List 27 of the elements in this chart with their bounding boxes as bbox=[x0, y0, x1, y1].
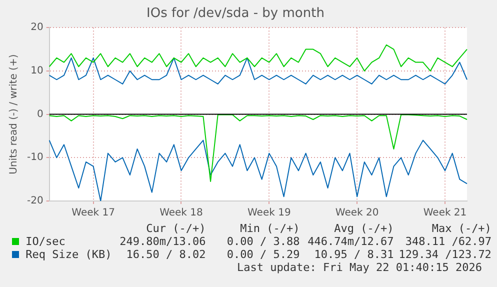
text: Last update: Fri May 22 01:40:15 2026 bbox=[236, 261, 482, 274]
chart-title: IOs for /dev/sda - by month bbox=[146, 6, 324, 22]
x-tick-label: Week 21 bbox=[423, 208, 467, 219]
text: 249.80m/13.06 bbox=[118, 235, 206, 248]
text: Cur (-/+) bbox=[145, 222, 206, 235]
text: 0.00 / 5.29 bbox=[226, 248, 300, 261]
x-tick-label: Week 19 bbox=[248, 208, 291, 219]
y-tick-label: -10 bbox=[26, 152, 44, 164]
y-tick-label: 10 bbox=[30, 66, 44, 77]
legend-label: IO/sec bbox=[24, 235, 66, 248]
text: 348.11 /62.97 bbox=[404, 235, 492, 248]
y-tick-label: 0 bbox=[36, 108, 44, 120]
text: Avg (-/+) bbox=[333, 222, 394, 235]
text: 446.74m/12.67 bbox=[306, 235, 394, 248]
text: 129.34 /123.72 bbox=[398, 248, 492, 261]
y-tick-label: 20 bbox=[30, 22, 44, 34]
x-tick-label: Week 18 bbox=[160, 208, 203, 219]
text: 0.00 / 3.88 bbox=[226, 235, 300, 248]
y-axis-title: Units read (-) / write (+) bbox=[8, 54, 20, 174]
y-tick-label: -20 bbox=[26, 196, 44, 207]
text: 16.50 / 8.02 bbox=[125, 248, 206, 261]
x-tick-label: Week 17 bbox=[72, 208, 115, 219]
text: Min (-/+) bbox=[239, 222, 300, 235]
x-tick-label: Week 20 bbox=[335, 208, 379, 219]
legend-label: Req Size (KB) bbox=[24, 248, 112, 261]
text: 10.95 / 8.31 bbox=[313, 248, 394, 261]
text: Max (-/+) bbox=[430, 222, 492, 235]
